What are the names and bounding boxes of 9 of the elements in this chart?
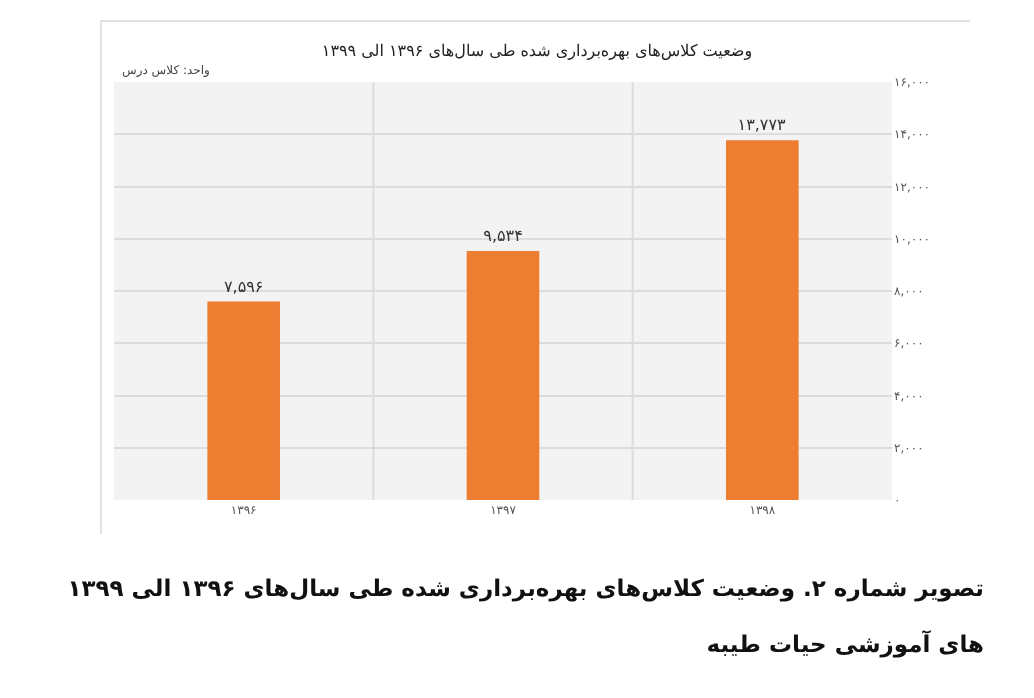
data-label: ۱۳,۷۷۳	[737, 116, 788, 135]
bar	[726, 140, 799, 500]
bar	[466, 250, 540, 500]
data-label: ۷,۵۹۶	[223, 277, 264, 296]
text: تصویر شماره ۲. وضعیت کلاس‌های بهره‌برداری شده طی سال‌های ۱۳۹۶ الی ۱۳۹۹	[67, 574, 984, 602]
data-label: ۹,۵۳۴	[483, 226, 523, 245]
bar	[207, 301, 280, 500]
chart-title: وضعیت کلاس‌های بهره‌برداری شده طی سال‌های ۱۳۹۶ الی ۱۳۹۹	[321, 42, 753, 61]
text: های آموزشی حیات طیبه	[706, 630, 984, 658]
